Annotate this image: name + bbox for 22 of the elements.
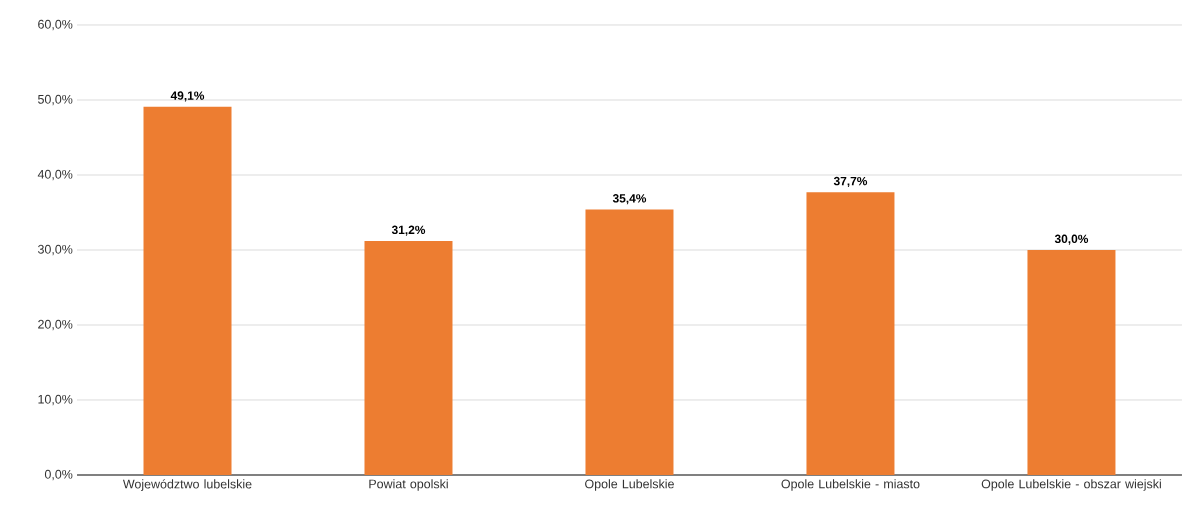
bar bbox=[1027, 249, 1116, 475]
bar bbox=[364, 240, 453, 475]
y-tick-label: 30,0% bbox=[37, 244, 73, 256]
data-label: 30,0% bbox=[1054, 234, 1089, 245]
x-tick-label: Opole Lubelskie - miasto bbox=[781, 479, 920, 491]
bar bbox=[143, 106, 232, 475]
y-tick-label: 40,0% bbox=[37, 169, 73, 181]
bar bbox=[806, 192, 895, 475]
y-tick-label: 60,0% bbox=[38, 19, 73, 31]
data-label: 35,4% bbox=[612, 194, 647, 205]
data-label: 31,2% bbox=[391, 225, 426, 236]
data-label: 37,7% bbox=[833, 176, 868, 188]
x-tick-label: Opole Lubelskie bbox=[585, 479, 674, 491]
bar bbox=[585, 209, 674, 475]
x-tick-label: Opole Lubelskie - obszar wiejski bbox=[981, 479, 1161, 491]
y-tick-label: 20,0% bbox=[38, 319, 73, 331]
x-tick-label: Województwo lubelskie bbox=[122, 479, 252, 491]
y-tick-label: 0,0% bbox=[44, 469, 73, 481]
data-label: 49,1% bbox=[170, 91, 205, 102]
y-tick-label: 10,0% bbox=[38, 394, 73, 406]
x-tick-label: Powiat opolski bbox=[369, 479, 448, 491]
y-tick-label: 50,0% bbox=[38, 94, 73, 106]
